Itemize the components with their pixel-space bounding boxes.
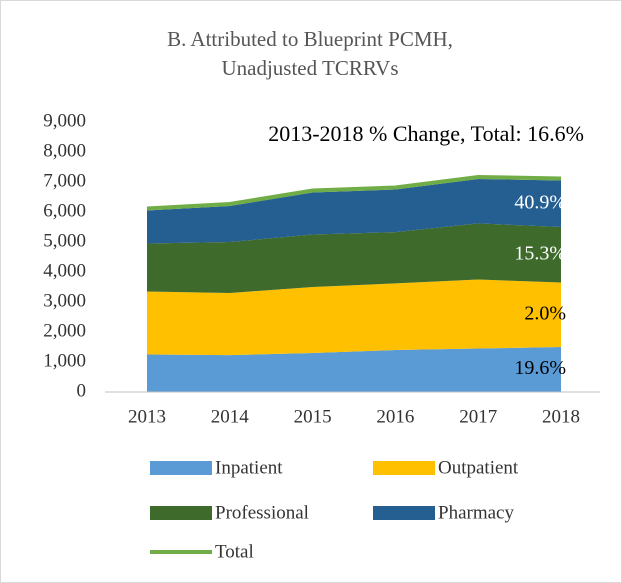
area xyxy=(147,279,561,356)
legend-label: Inpatient xyxy=(215,457,283,478)
area xyxy=(147,347,561,392)
legend-label: Professional xyxy=(215,502,309,523)
y-tick-label: 8,000 xyxy=(43,140,86,161)
legend-swatch xyxy=(373,461,435,475)
legend-swatch xyxy=(373,506,435,520)
y-tick-label: 6,000 xyxy=(43,200,86,221)
change-label: 40.9% xyxy=(514,191,566,213)
legend-label: Pharmacy xyxy=(438,502,514,523)
total-line xyxy=(146,174,562,211)
y-tick-label: 4,000 xyxy=(43,260,86,281)
x-tick-label: 2016 xyxy=(376,406,414,427)
area xyxy=(147,179,561,244)
x-tick-label: 2013 xyxy=(128,406,166,427)
x-tick-label: 2014 xyxy=(211,406,250,427)
legend-swatch xyxy=(150,461,212,475)
y-tick-label: 9,000 xyxy=(43,110,86,131)
x-tick-label: 2017 xyxy=(459,406,497,427)
change-label: 2.0% xyxy=(524,302,566,324)
x-tick-label: 2018 xyxy=(542,406,580,427)
area xyxy=(147,223,561,293)
legend-swatch xyxy=(150,506,212,520)
y-tick-label: 3,000 xyxy=(43,290,86,311)
annotation: 2013-2018 % Change, Total: 16.6% xyxy=(268,121,584,146)
y-tick-label: 7,000 xyxy=(43,170,86,191)
legend-label: Outpatient xyxy=(438,457,519,478)
change-label: 15.3% xyxy=(514,242,566,264)
change-label: 19.6% xyxy=(514,357,566,379)
chart-title: B. Attributed to Blueprint PCMH, xyxy=(167,27,453,51)
y-tick-label: 0 xyxy=(77,380,87,401)
y-tick-label: 2,000 xyxy=(43,320,86,341)
x-tick-label: 2015 xyxy=(294,406,332,427)
y-tick-label: 1,000 xyxy=(43,350,86,371)
y-tick-label: 5,000 xyxy=(43,230,86,251)
legend-label: Total xyxy=(215,541,254,562)
chart-title: Unadjusted TCRRVs xyxy=(221,56,398,80)
